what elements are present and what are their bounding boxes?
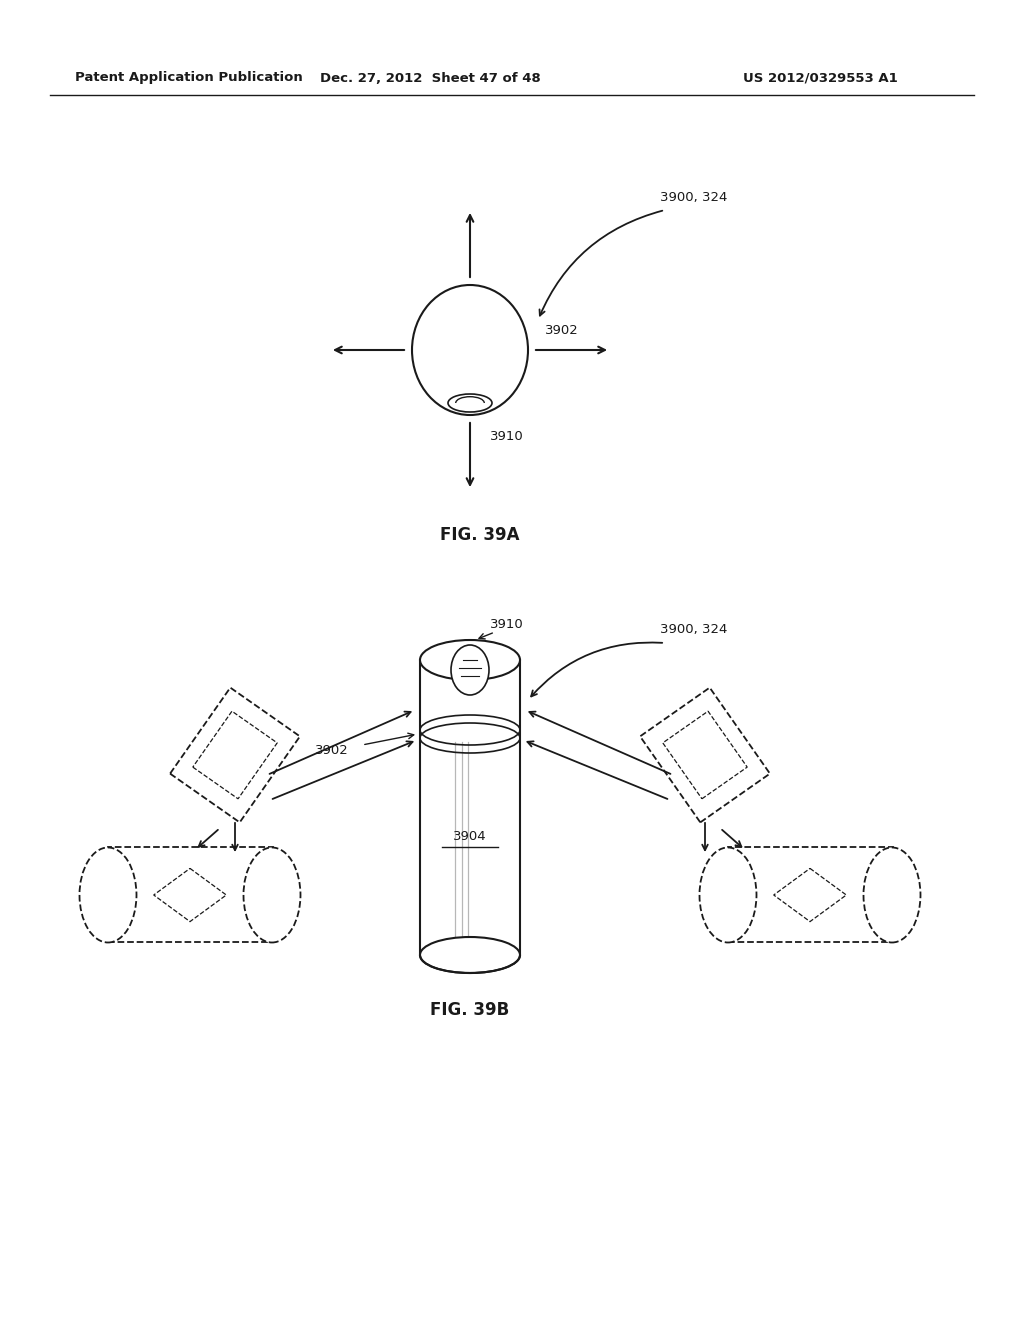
Bar xyxy=(108,847,273,942)
Text: 3910: 3910 xyxy=(490,430,523,444)
Ellipse shape xyxy=(244,847,300,942)
Ellipse shape xyxy=(412,285,528,414)
Ellipse shape xyxy=(863,847,921,942)
Text: 3902: 3902 xyxy=(315,743,349,756)
Ellipse shape xyxy=(451,645,489,696)
Text: FIG. 39A: FIG. 39A xyxy=(440,525,520,544)
Text: US 2012/0329553 A1: US 2012/0329553 A1 xyxy=(742,71,897,84)
Text: Dec. 27, 2012  Sheet 47 of 48: Dec. 27, 2012 Sheet 47 of 48 xyxy=(319,71,541,84)
Text: FIG. 39B: FIG. 39B xyxy=(430,1001,510,1019)
Text: 3904: 3904 xyxy=(454,830,486,843)
Ellipse shape xyxy=(449,393,492,412)
Polygon shape xyxy=(170,688,300,822)
Polygon shape xyxy=(640,688,770,822)
Ellipse shape xyxy=(420,937,520,973)
Ellipse shape xyxy=(420,640,520,680)
Text: 3910: 3910 xyxy=(490,619,523,631)
Ellipse shape xyxy=(699,847,757,942)
Text: 3902: 3902 xyxy=(545,323,579,337)
Bar xyxy=(728,847,893,942)
Text: 3900, 324: 3900, 324 xyxy=(660,191,727,205)
Text: Patent Application Publication: Patent Application Publication xyxy=(75,71,303,84)
Ellipse shape xyxy=(80,847,136,942)
Text: 3900, 324: 3900, 324 xyxy=(660,623,727,636)
